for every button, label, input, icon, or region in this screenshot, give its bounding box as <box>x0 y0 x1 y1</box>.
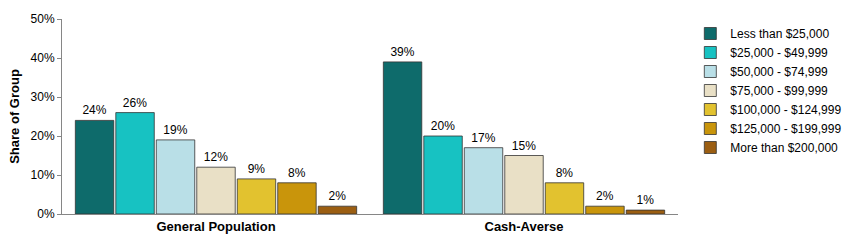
svg-text:Cash-Averse: Cash-Averse <box>484 219 563 234</box>
svg-text:1%: 1% <box>637 193 655 207</box>
svg-text:$25,000 - $49,999: $25,000 - $49,999 <box>730 46 828 60</box>
svg-text:26%: 26% <box>123 96 147 110</box>
svg-text:19%: 19% <box>163 123 187 137</box>
svg-text:40%: 40% <box>31 51 55 65</box>
svg-text:20%: 20% <box>31 129 55 143</box>
svg-text:15%: 15% <box>512 139 536 153</box>
svg-text:10%: 10% <box>31 168 55 182</box>
svg-text:2%: 2% <box>329 189 347 203</box>
svg-text:20%: 20% <box>431 119 455 133</box>
svg-text:12%: 12% <box>204 150 228 164</box>
svg-text:24%: 24% <box>82 103 106 117</box>
svg-text:More than $200,000: More than $200,000 <box>730 141 838 155</box>
svg-text:$100,000 - $124,999: $100,000 - $124,999 <box>730 103 841 117</box>
svg-text:2%: 2% <box>596 189 614 203</box>
svg-text:General Population: General Population <box>156 219 275 234</box>
svg-text:17%: 17% <box>471 131 495 145</box>
svg-text:Share of Group: Share of Group <box>7 69 22 164</box>
svg-text:$75,000 - $99,999: $75,000 - $99,999 <box>730 84 828 98</box>
svg-text:8%: 8% <box>288 166 306 180</box>
svg-text:50%: 50% <box>31 12 55 26</box>
svg-text:0%: 0% <box>37 207 55 221</box>
svg-text:8%: 8% <box>556 166 574 180</box>
svg-text:39%: 39% <box>390 45 414 59</box>
svg-text:$50,000 - $74,999: $50,000 - $74,999 <box>730 65 828 79</box>
svg-text:$125,000 - $199,999: $125,000 - $199,999 <box>730 122 841 136</box>
svg-text:30%: 30% <box>31 90 55 104</box>
svg-text:9%: 9% <box>248 162 266 176</box>
svg-text:Less than $25,000: Less than $25,000 <box>730 27 829 41</box>
